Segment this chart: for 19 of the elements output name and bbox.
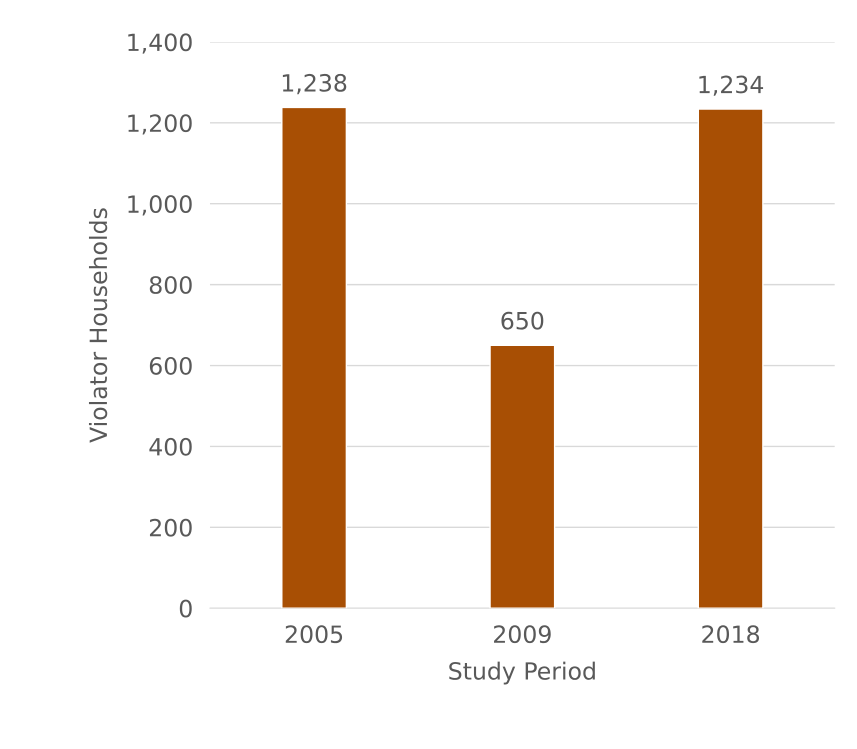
x-tick-label: 2005 bbox=[286, 625, 342, 644]
y-tick-label: 200 bbox=[150, 518, 192, 537]
x-axis-title: Study Period bbox=[449, 662, 595, 684]
data-label: 1,234 bbox=[699, 76, 764, 96]
y-tick-label: 800 bbox=[150, 276, 192, 294]
bar bbox=[489, 344, 556, 608]
x-tick-label: 2009 bbox=[494, 625, 551, 644]
bar bbox=[281, 106, 348, 608]
y-tick-label: 1,400 bbox=[128, 33, 192, 54]
y-tick-label: 400 bbox=[149, 438, 192, 456]
x-tick-label: 2018 bbox=[702, 625, 760, 644]
y-tick-label: 1,200 bbox=[128, 114, 192, 135]
y-tick-label: 600 bbox=[150, 356, 192, 375]
data-label: 650 bbox=[501, 312, 544, 330]
y-axis-title: Violator Households bbox=[88, 208, 108, 443]
y-tick-label: 1,000 bbox=[128, 195, 192, 216]
data-label: 1,238 bbox=[282, 74, 346, 94]
bar bbox=[698, 108, 764, 608]
y-tick-label: 0 bbox=[180, 600, 192, 618]
